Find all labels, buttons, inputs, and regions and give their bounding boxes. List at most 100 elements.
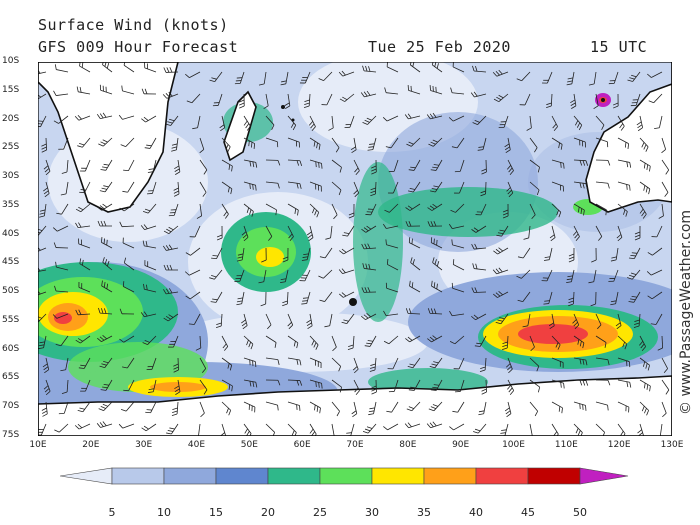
wind-barb <box>362 65 377 73</box>
wind-barb <box>481 159 487 175</box>
wind-barb <box>118 423 135 429</box>
wind-barb <box>474 335 487 347</box>
wind-barb <box>451 239 465 249</box>
wind-barb <box>551 423 559 436</box>
wind-barb <box>98 401 113 411</box>
wind-barb <box>551 159 565 169</box>
wind-barb <box>287 313 294 330</box>
wind-barb <box>387 357 399 370</box>
wind-barb <box>361 225 377 233</box>
wind-barb <box>309 335 319 350</box>
latitude-label: 15S <box>2 84 20 95</box>
wind-barb <box>331 181 342 196</box>
wind-barb <box>382 223 399 229</box>
wind-barb <box>588 269 597 284</box>
latitude-label: 70S <box>2 401 20 412</box>
wind-barb <box>473 423 487 434</box>
wind-barb <box>409 280 421 293</box>
wind-barb <box>185 71 201 79</box>
wind-barb <box>234 269 245 282</box>
wind-barb <box>287 401 301 411</box>
credit-watermark: © www.PassageWeather.com <box>678 209 694 415</box>
wind-barb <box>522 313 531 328</box>
wind-barb <box>516 269 531 279</box>
longitude-label: 30E <box>135 440 153 450</box>
longitude-label: 80E <box>399 440 417 450</box>
wind-barb <box>498 115 509 129</box>
wind-barb <box>383 335 399 345</box>
wind-barb <box>287 115 297 131</box>
wind-barb <box>348 203 355 219</box>
wind-barb <box>221 159 233 172</box>
wind-barb <box>78 357 91 369</box>
wind-barb <box>319 247 333 259</box>
wind-barb <box>52 225 69 232</box>
wind-barb <box>258 71 267 86</box>
wind-barb <box>309 137 321 150</box>
wind-barb <box>496 225 509 237</box>
wind-barb <box>573 423 583 436</box>
wind-barb <box>493 290 509 298</box>
wind-barb <box>608 269 619 282</box>
wind-barb <box>144 260 157 271</box>
wind-barb <box>617 181 631 191</box>
wind-barb <box>595 379 611 386</box>
wind-barb <box>42 357 50 374</box>
wind-barb <box>428 137 443 147</box>
wind-barb <box>119 308 135 315</box>
latitude-label: 45S <box>2 257 20 268</box>
wind-barb <box>427 335 443 343</box>
wind-barb <box>627 269 641 280</box>
wind-barb <box>287 357 302 366</box>
wind-barb <box>654 423 663 436</box>
latitude-label: 55S <box>2 314 20 325</box>
wind-barb <box>147 181 157 195</box>
wind-barb <box>404 422 421 429</box>
wind-barb <box>215 313 223 329</box>
wind-barb <box>265 313 272 330</box>
wind-barb <box>221 379 233 392</box>
wind-barb <box>360 90 377 98</box>
wind-barb <box>365 203 377 216</box>
wind-barb <box>243 357 257 368</box>
wind-barb <box>551 137 563 150</box>
wind-barb <box>120 401 135 412</box>
wind-barb <box>75 222 91 229</box>
wind-barb <box>650 313 663 325</box>
wind-barb <box>362 263 377 271</box>
wind-barb <box>617 379 632 388</box>
wind-barb <box>573 159 589 166</box>
wind-barb <box>309 357 322 368</box>
wind-barb <box>77 137 91 148</box>
wind-barb <box>221 181 233 195</box>
wind-barb <box>119 221 135 228</box>
latitude-label: 35S <box>2 199 20 210</box>
wind-barb <box>426 112 443 120</box>
wind-barb <box>118 114 135 120</box>
latitude-label: 25S <box>2 142 20 153</box>
wind-barb <box>617 357 631 368</box>
wind-barb <box>546 93 553 109</box>
wind-barb <box>331 159 342 173</box>
wind-barb <box>101 280 113 293</box>
wind-barb <box>143 283 157 293</box>
wind-barb <box>174 159 181 175</box>
wind-barb <box>617 115 625 131</box>
wind-barb <box>168 335 179 348</box>
wind-barb <box>405 203 421 211</box>
wind-barb <box>429 357 443 369</box>
wind-barb <box>55 261 69 271</box>
wind-barb <box>100 379 113 391</box>
wind-barb <box>450 87 465 95</box>
legend-value: 20 <box>261 506 275 519</box>
wind-barb <box>654 115 663 129</box>
wind-barb <box>517 247 531 259</box>
wind-barb <box>385 239 399 249</box>
wind-barb <box>595 137 609 148</box>
wind-barb <box>529 357 540 372</box>
legend-swatch <box>527 467 581 485</box>
legend-value: 50 <box>573 506 587 519</box>
wind-barb <box>481 379 487 395</box>
wind-barb <box>53 90 69 96</box>
wind-barb <box>265 115 275 130</box>
